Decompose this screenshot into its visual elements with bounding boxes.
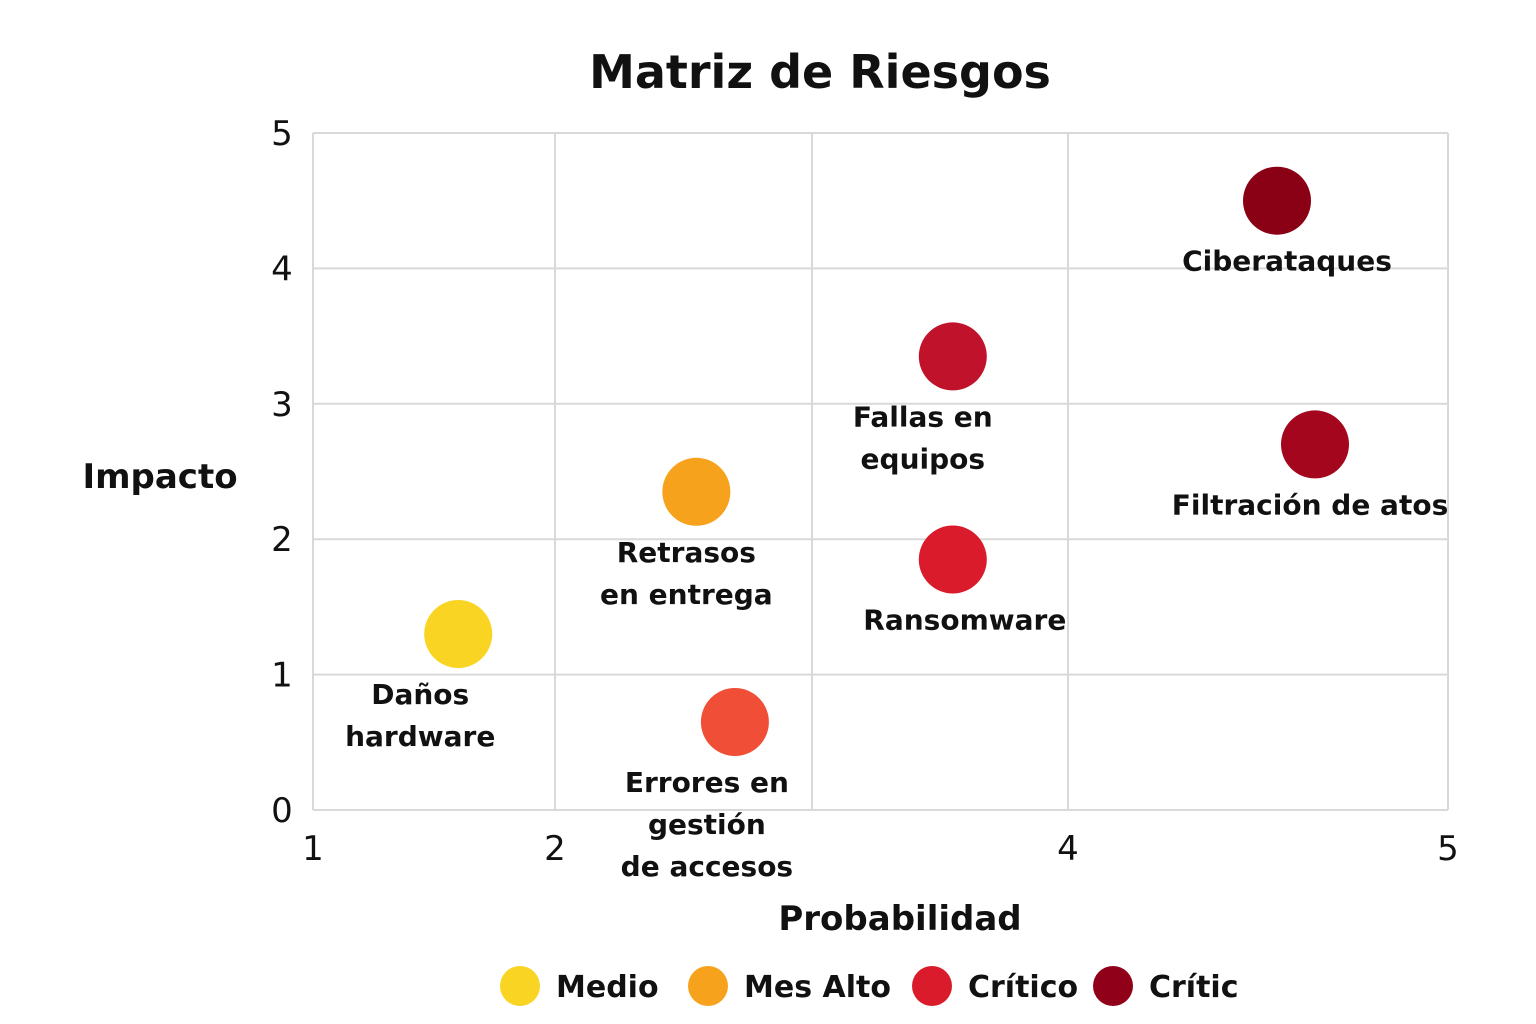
legend-label: Medio (556, 970, 659, 1005)
point-marker (424, 599, 493, 668)
point-marker (918, 525, 987, 594)
point-label: gestión (648, 808, 766, 841)
point-label: de accesos (621, 850, 793, 883)
legend-item: Mes Alto (688, 966, 891, 1006)
y-tick-label: 2 (271, 520, 293, 560)
y-tick-label: 4 (271, 249, 293, 289)
legend-swatch (688, 966, 728, 1006)
legend-item: Medio (500, 966, 659, 1006)
legend-label: Crític (1149, 970, 1239, 1005)
data-points: Daños hardware Retrasos en entrega Errores e… (345, 166, 1449, 883)
point-marker (700, 687, 769, 756)
point-label: equipos (861, 442, 986, 475)
point-label: Errores en (625, 766, 789, 799)
legend-swatch (1093, 966, 1133, 1006)
data-point: Daños hardware (345, 599, 495, 753)
y-tick-label: 1 (271, 656, 293, 696)
data-point: Filtración de atos (1172, 410, 1449, 521)
legend-item: Crítico (912, 966, 1078, 1006)
legend-label: Crítico (968, 970, 1078, 1005)
point-label: Filtración de atos (1172, 488, 1449, 521)
point-label: Ransomware (863, 604, 1066, 637)
data-point: Fallas en equipos (853, 322, 993, 475)
point-marker (1281, 410, 1349, 479)
x-tick-label: 5 (1437, 829, 1459, 869)
point-marker (918, 322, 987, 391)
legend: Medio Mes Alto Crítico Crític (500, 966, 1239, 1006)
data-point: Ransomware (863, 525, 1066, 637)
x-tick-label: 4 (1057, 829, 1079, 869)
data-point: Errores en gestión de accesos (621, 687, 793, 883)
point-label: hardware (345, 720, 495, 753)
point-label: Fallas en (853, 400, 993, 433)
y-tick-label: 5 (271, 114, 293, 154)
y-axis-label: Impacto (82, 457, 237, 497)
x-axis-label: Probabilidad (778, 899, 1021, 939)
point-label: Daños (371, 678, 469, 711)
point-label: Ciberataques (1182, 245, 1392, 278)
legend-swatch (500, 966, 540, 1006)
point-marker (1243, 166, 1311, 235)
data-point: Retrasos en entrega (600, 457, 773, 611)
point-label: en entrega (600, 578, 773, 611)
point-marker (662, 457, 731, 526)
x-tick-label: 2 (544, 829, 566, 869)
grid-lines (312, 132, 1449, 811)
point-label: Retrasos (617, 536, 756, 569)
legend-label: Mes Alto (744, 970, 891, 1005)
y-tick-label: 3 (271, 385, 293, 425)
legend-swatch (912, 966, 952, 1006)
data-point: Ciberataques (1182, 166, 1392, 278)
y-tick-label: 0 (271, 791, 293, 831)
legend-item: Crític (1093, 966, 1239, 1006)
chart-title: Matriz de Riesgos (589, 45, 1051, 99)
x-tick-label: 1 (302, 829, 324, 869)
